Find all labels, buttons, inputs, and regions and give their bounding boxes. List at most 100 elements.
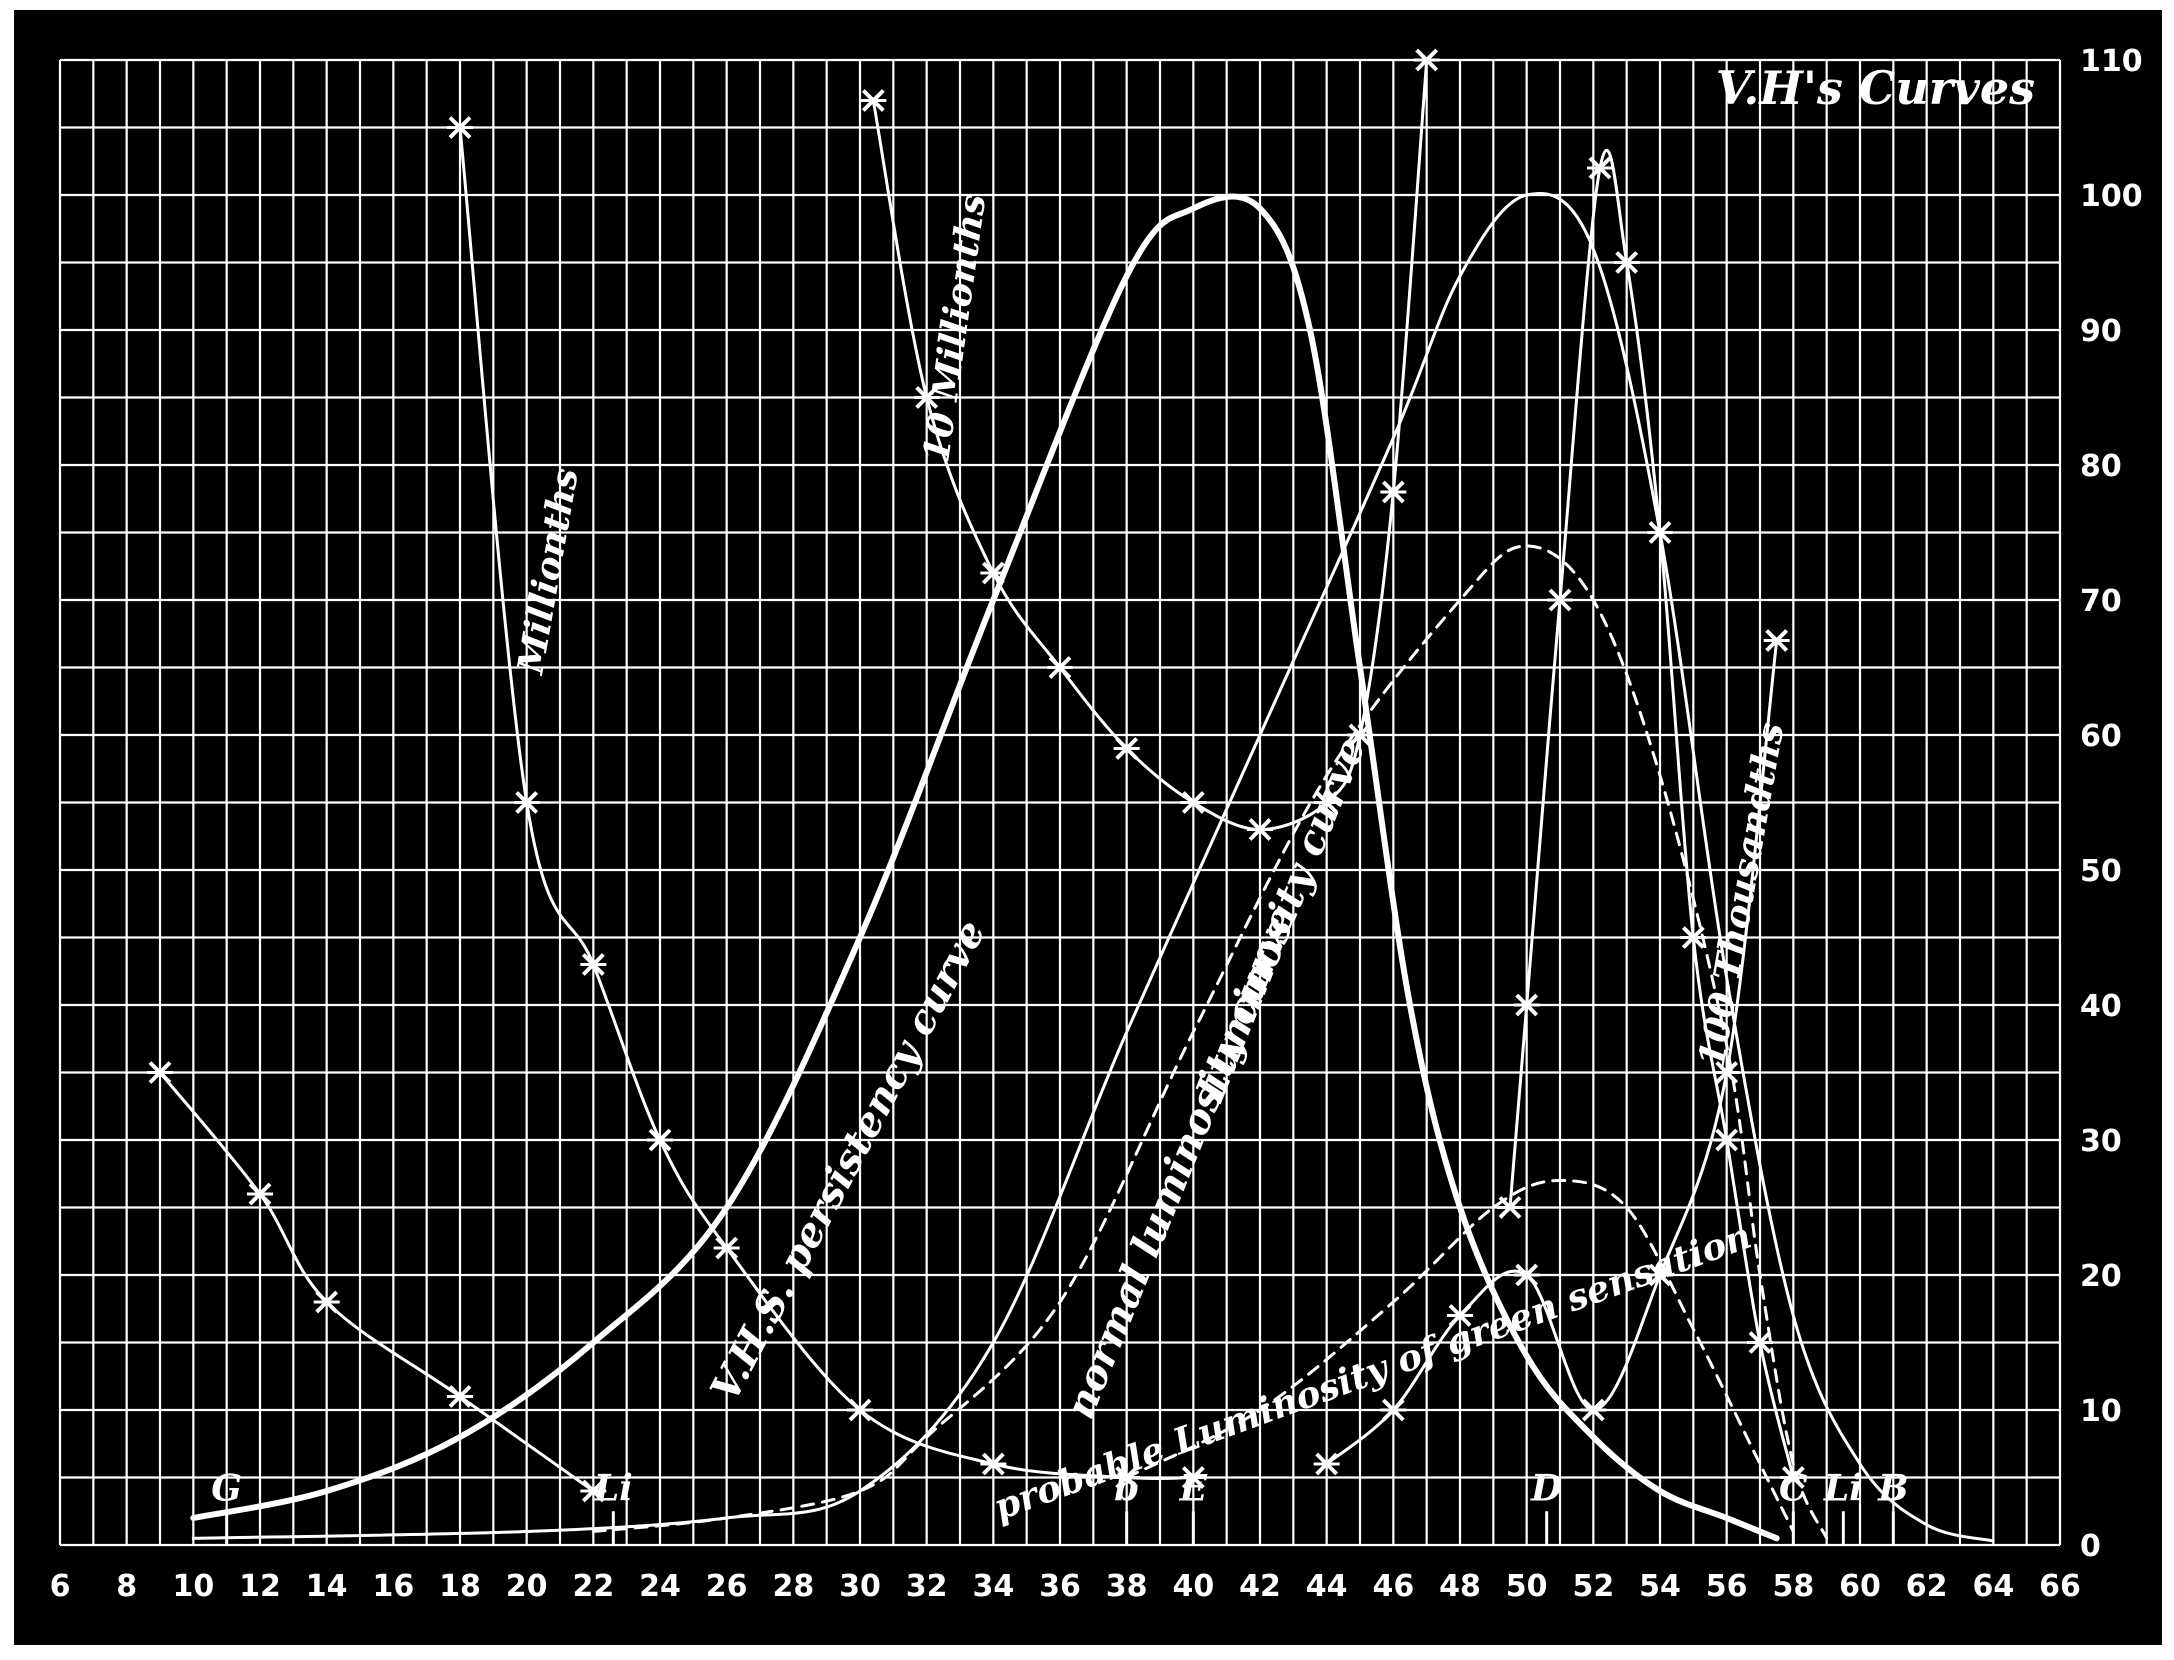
data-point-marker [1380,1398,1407,1422]
y-tick-label: 60 [2080,719,2122,754]
x-tick-label: 66 [2039,1569,2081,1604]
y-tick-label: 0 [2080,1529,2101,1564]
y-tick-label: 100 [2080,179,2143,214]
data-point-marker [1180,791,1207,814]
spectral-marker-label: Li [593,1467,633,1509]
data-point-marker [1513,993,1540,1017]
x-tick-label: 12 [239,1569,281,1604]
spectral-marker-label: Li [1823,1467,1863,1509]
data-point-marker [1713,1061,1740,1084]
spectral-marker-label: C [1779,1467,1808,1509]
data-point-marker [1780,1466,1807,1489]
data-point-marker [1613,251,1640,274]
tick-labels: 6 8 10 12 14 16 18 20 22 24 26 28 30 32 34 36 38 40 42 44 46… [50,44,2143,1604]
x-tick-label: 30 [839,1569,881,1604]
spectral-marker-label: E [1179,1467,1208,1509]
data-point-marker [313,1290,340,1314]
x-tick-label: 6 [50,1569,71,1604]
data-point-marker [1380,480,1407,504]
x-tick-label: 8 [116,1569,137,1604]
data-point-marker [513,791,540,814]
data-point-marker [1647,1263,1673,1287]
data-point-marker [1180,1466,1207,1489]
data-point-marker [447,1385,473,1408]
x-tick-label: 32 [906,1569,948,1604]
data-point-marker [580,953,607,976]
data-point-marker [847,1398,873,1422]
data-point-marker [1513,1263,1540,1287]
data-point-marker [580,1479,607,1503]
x-tick-label: 46 [1372,1569,1414,1604]
data-point-marker [247,1182,273,1206]
data-point-marker [1587,156,1613,180]
spectral-marker-label: b [1114,1467,1139,1509]
data-point-marker [1747,1331,1773,1354]
data-point-marker [1047,656,1073,679]
spectral-marker-label: G [211,1467,242,1509]
y-tick-label: 10 [2080,1394,2122,1429]
data-point-marker [980,561,1007,585]
grid [58,58,2062,1547]
x-tick-label: 10 [172,1569,214,1604]
x-tick-label: 48 [1439,1569,1481,1604]
data-point-marker [713,1236,740,1260]
x-tick-label: 18 [439,1569,481,1604]
x-tick-label: 38 [1106,1569,1148,1604]
data-markers [147,48,1807,1503]
data-point-marker [1413,48,1440,72]
y-tick-label: 30 [2080,1124,2122,1159]
data-point-marker [1580,1398,1607,1422]
x-tick-label: 22 [572,1569,614,1604]
x-tick-label: 58 [1772,1569,1814,1604]
x-tick-label: 42 [1239,1569,1281,1604]
data-point-marker [1347,723,1373,747]
y-tick-label: 40 [2080,989,2122,1024]
data-point-marker [647,1128,673,1152]
x-tick-label: 54 [1639,1569,1681,1604]
series-line-3 [1125,1178,1795,1533]
x-tick-label: 14 [306,1569,348,1604]
data-point-marker [1113,1466,1140,1489]
series-line-4 [458,126,1195,1481]
series-line-1 [191,191,1995,1543]
data-point-marker [980,1452,1007,1476]
x-tick-label: 44 [1306,1569,1348,1604]
spectral-marker-label: D [1530,1467,1562,1509]
y-tick-label: 110 [2080,44,2143,79]
data-point-marker [1313,791,1340,814]
series-line-0 [190,193,1780,1542]
x-tick-label: 34 [972,1569,1014,1604]
data-point-marker [1497,1196,1523,1219]
x-tick-label: 24 [639,1569,681,1604]
data-point-marker [860,89,887,112]
x-tick-label: 40 [1172,1569,1214,1604]
x-tick-label: 50 [1506,1569,1548,1604]
data-point-marker [1713,1128,1740,1152]
y-tick-label: 20 [2080,1259,2122,1294]
data-point-marker [1313,1452,1340,1476]
x-tick-label: 36 [1039,1569,1081,1604]
data-point-marker [147,1061,173,1084]
y-tick-label: 70 [2080,584,2122,619]
data-point-marker [913,386,940,409]
x-tick-label: 60 [1839,1569,1881,1604]
spectral-marker-label: B [1877,1467,1908,1509]
x-tick-label: 62 [1906,1569,1948,1604]
x-tick-label: 64 [1972,1569,2014,1604]
data-point-marker [1247,818,1273,841]
plot-background [14,10,2162,1645]
chart-title: V.H's Curves [1716,61,2035,115]
data-point-marker [1680,926,1707,949]
x-tick-label: 26 [706,1569,748,1604]
x-tick-label: 52 [1572,1569,1614,1604]
x-tick-label: 16 [372,1569,414,1604]
x-tick-label: 56 [1706,1569,1748,1604]
data-point-marker [1647,521,1673,544]
data-point-marker [447,116,473,139]
series-line-8 [1508,148,1795,1479]
y-tick-label: 90 [2080,314,2122,349]
x-tick-label: 28 [772,1569,814,1604]
data-point-marker [1547,588,1573,612]
